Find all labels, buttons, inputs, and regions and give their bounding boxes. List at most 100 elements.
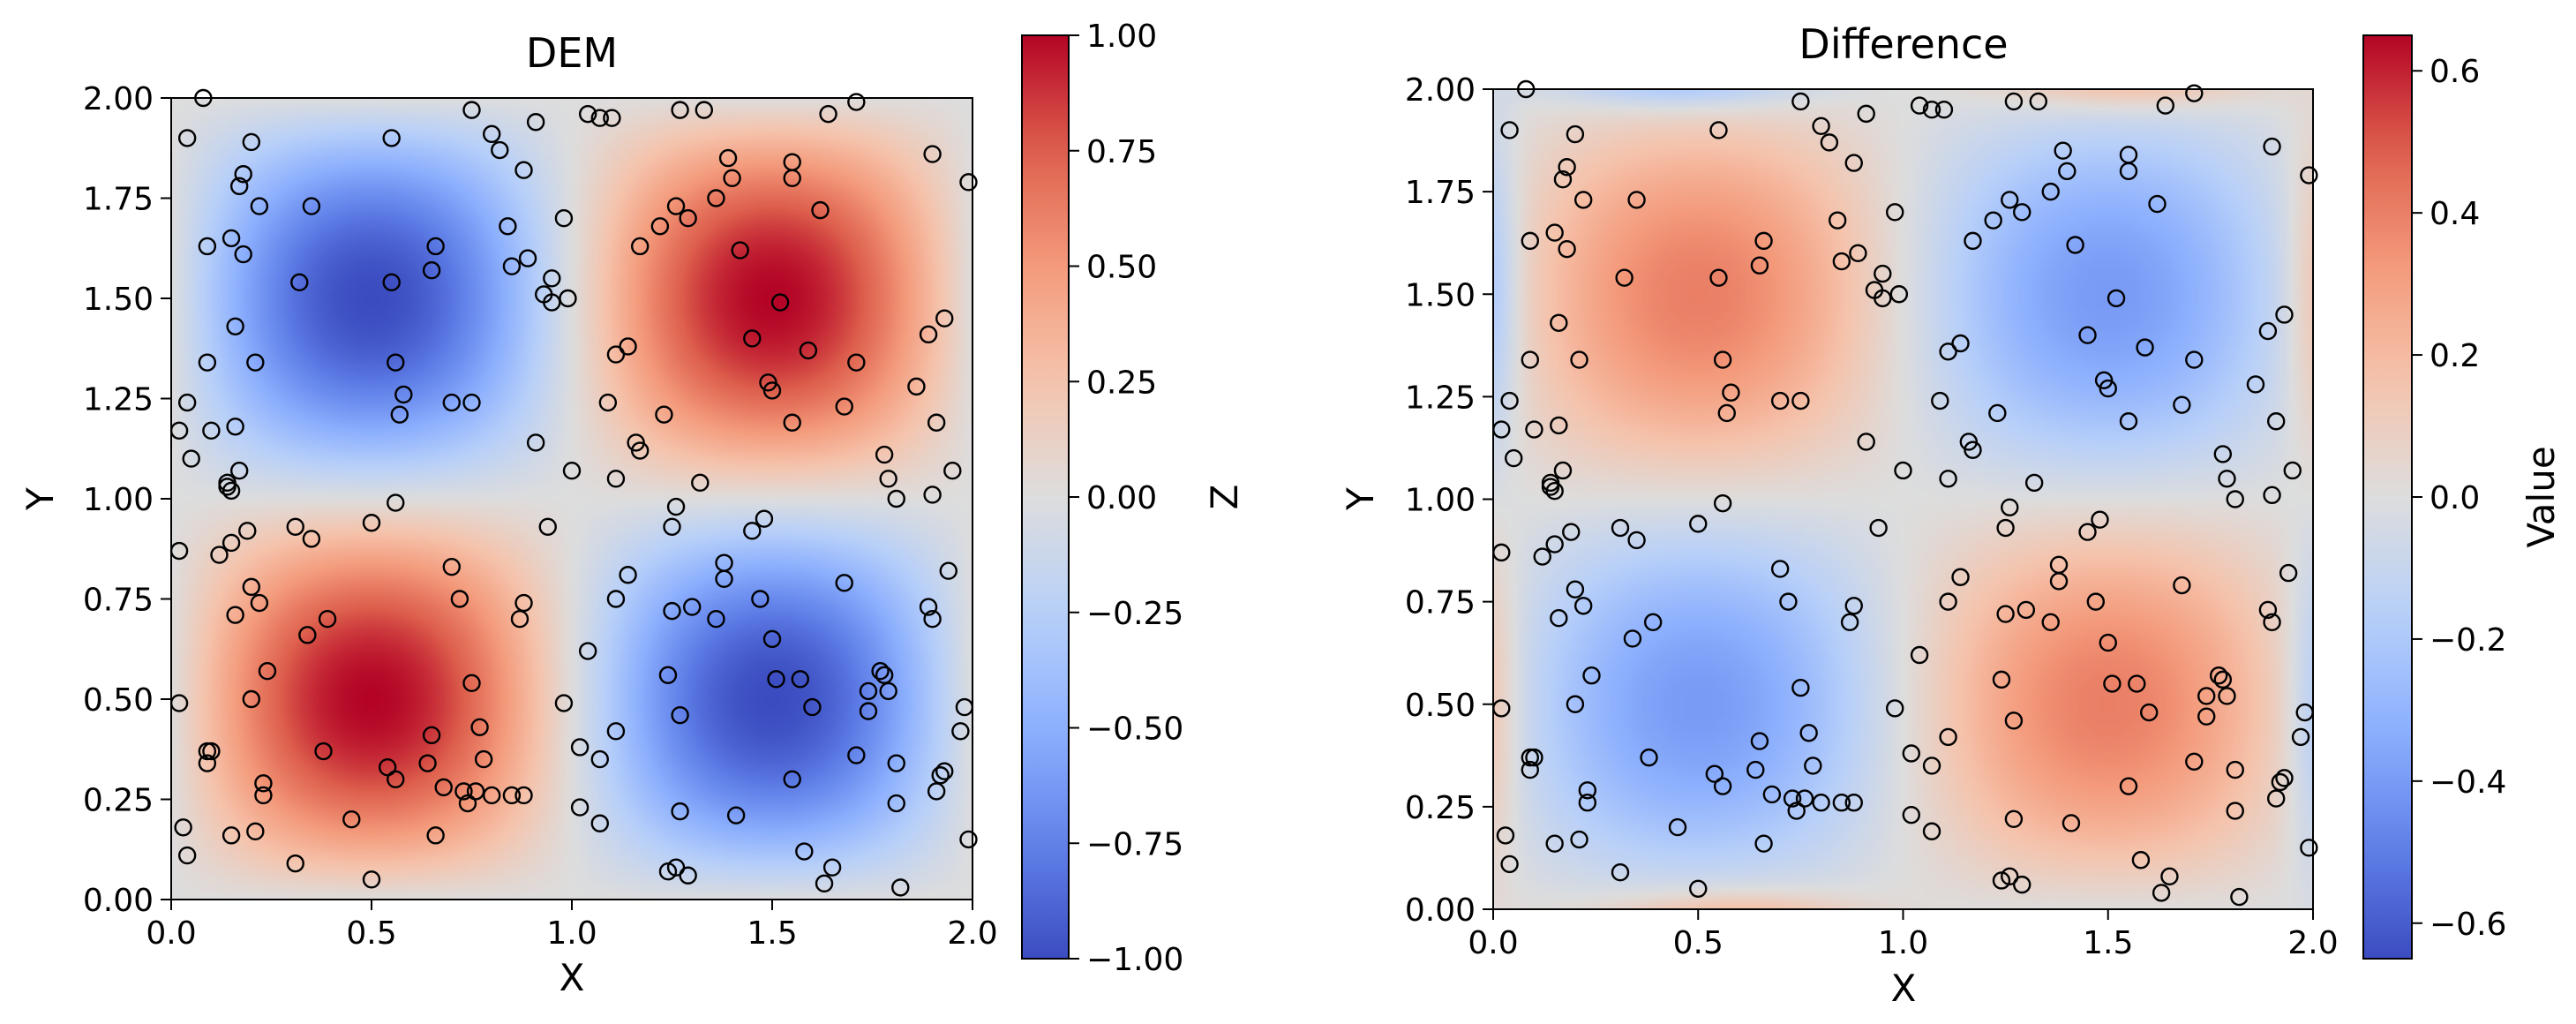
- difference-y-ticks: 0.00 0.25 0.50 0.75 1.00 1.25 1.50 1.75 2.00: [1405, 72, 1493, 929]
- sample-point: [2078, 326, 2097, 344]
- difference-x-ticks: 0.0 0.5 1.0 1.5 2.0: [1468, 909, 2339, 961]
- y-tick-label: 1.75: [83, 182, 154, 218]
- sample-point: [2078, 523, 2097, 541]
- sample-point: [1500, 855, 1519, 874]
- sample-point: [1573, 191, 1593, 209]
- sample-point: [1922, 757, 1941, 775]
- sample-point: [2263, 486, 2281, 505]
- sample-point: [390, 405, 409, 424]
- y-tick-label: 0.75: [1405, 585, 1476, 621]
- sample-point: [1996, 518, 2015, 538]
- sample-point: [799, 341, 818, 360]
- sample-point: [939, 561, 958, 580]
- sample-point: [1804, 757, 1822, 775]
- sample-point: [718, 148, 738, 168]
- sample-point: [250, 197, 269, 215]
- sample-point: [466, 782, 485, 801]
- sample-point: [2218, 470, 2236, 488]
- dem-title: DEM: [526, 29, 618, 77]
- sample-point: [1820, 133, 1839, 152]
- sample-point: [2226, 490, 2244, 508]
- sample-point: [2094, 371, 2114, 389]
- sample-point: [2230, 887, 2249, 907]
- colorbar-tick-label: 0.75: [1086, 134, 1157, 170]
- sample-point: [751, 590, 770, 608]
- y-tick-label: 1.25: [83, 382, 154, 418]
- sample-point: [1844, 597, 1863, 615]
- sample-point: [2004, 92, 2024, 111]
- sample-point: [1623, 629, 1642, 648]
- sample-point: [715, 569, 733, 588]
- sample-point: [770, 293, 790, 312]
- sample-point: [1812, 117, 1830, 136]
- sample-point: [502, 257, 522, 275]
- dem-colorbar-label: Z: [1203, 485, 1246, 510]
- sample-point: [342, 810, 361, 829]
- sample-point: [619, 337, 637, 356]
- sample-point: [679, 866, 697, 885]
- sample-point: [1545, 223, 1564, 242]
- sample-point: [1964, 231, 1982, 251]
- sample-point: [2258, 600, 2278, 620]
- sample-point: [2226, 802, 2244, 820]
- sample-point: [254, 774, 273, 793]
- sample-point: [2001, 498, 2019, 516]
- sample-point: [258, 662, 277, 681]
- sample-point: [2185, 350, 2204, 369]
- sample-point: [198, 754, 217, 772]
- y-tick-label: 1.50: [83, 282, 154, 318]
- sample-point: [559, 289, 577, 308]
- sample-point: [499, 217, 517, 236]
- sample-point: [210, 546, 229, 564]
- y-tick-label: 0.50: [1405, 688, 1476, 724]
- sample-point: [242, 577, 260, 597]
- sample-point: [442, 393, 461, 412]
- sample-point: [177, 846, 197, 865]
- y-tick-label: 1.50: [1405, 277, 1476, 313]
- sample-point: [362, 870, 381, 889]
- sample-point: [1713, 350, 1732, 369]
- sample-point: [1828, 211, 1847, 230]
- sample-point: [2213, 445, 2233, 463]
- sample-point: [1689, 879, 1708, 898]
- sample-point: [1709, 121, 1728, 139]
- sample-point: [318, 610, 337, 629]
- y-tick-label: 0.00: [1405, 892, 1476, 929]
- sample-point: [1791, 391, 1810, 410]
- sample-point: [226, 606, 244, 624]
- colorbar-tick-label: −0.50: [1086, 712, 1183, 748]
- sample-point: [2275, 305, 2294, 324]
- sample-point: [2001, 867, 2019, 886]
- sample-point: [2139, 703, 2159, 722]
- sample-point: [1713, 777, 1732, 795]
- sample-point: [1840, 613, 1859, 632]
- sample-point: [2029, 92, 2047, 111]
- x-tick-label: 0.0: [1468, 925, 1518, 961]
- sample-point: [847, 746, 866, 764]
- sample-point: [943, 462, 962, 480]
- sample-point: [683, 598, 702, 616]
- sample-point: [1812, 794, 1830, 812]
- sample-point: [1910, 645, 1929, 665]
- sample-point: [1795, 789, 1814, 808]
- colorbar-tick-label: 1.00: [1086, 19, 1157, 55]
- sample-point: [2279, 563, 2298, 583]
- sample-point: [2004, 809, 2024, 829]
- sample-point: [650, 217, 670, 236]
- sample-point: [1615, 268, 1633, 287]
- sample-point: [655, 405, 673, 424]
- sample-point: [1545, 535, 1564, 553]
- y-tick-label: 0.75: [83, 583, 154, 619]
- sample-point: [1874, 264, 1892, 283]
- sample-point: [1902, 805, 1920, 824]
- sample-point: [815, 874, 834, 893]
- sample-point: [606, 722, 626, 741]
- sample-point: [387, 770, 405, 788]
- x-tick-label: 1.5: [2083, 925, 2133, 961]
- x-tick-label: 1.0: [546, 915, 597, 952]
- sample-point: [510, 610, 529, 629]
- colorbar-tick-label: 0.2: [2430, 338, 2480, 374]
- sample-point: [362, 514, 381, 532]
- sample-point: [1627, 531, 1646, 550]
- sample-point: [2266, 789, 2286, 808]
